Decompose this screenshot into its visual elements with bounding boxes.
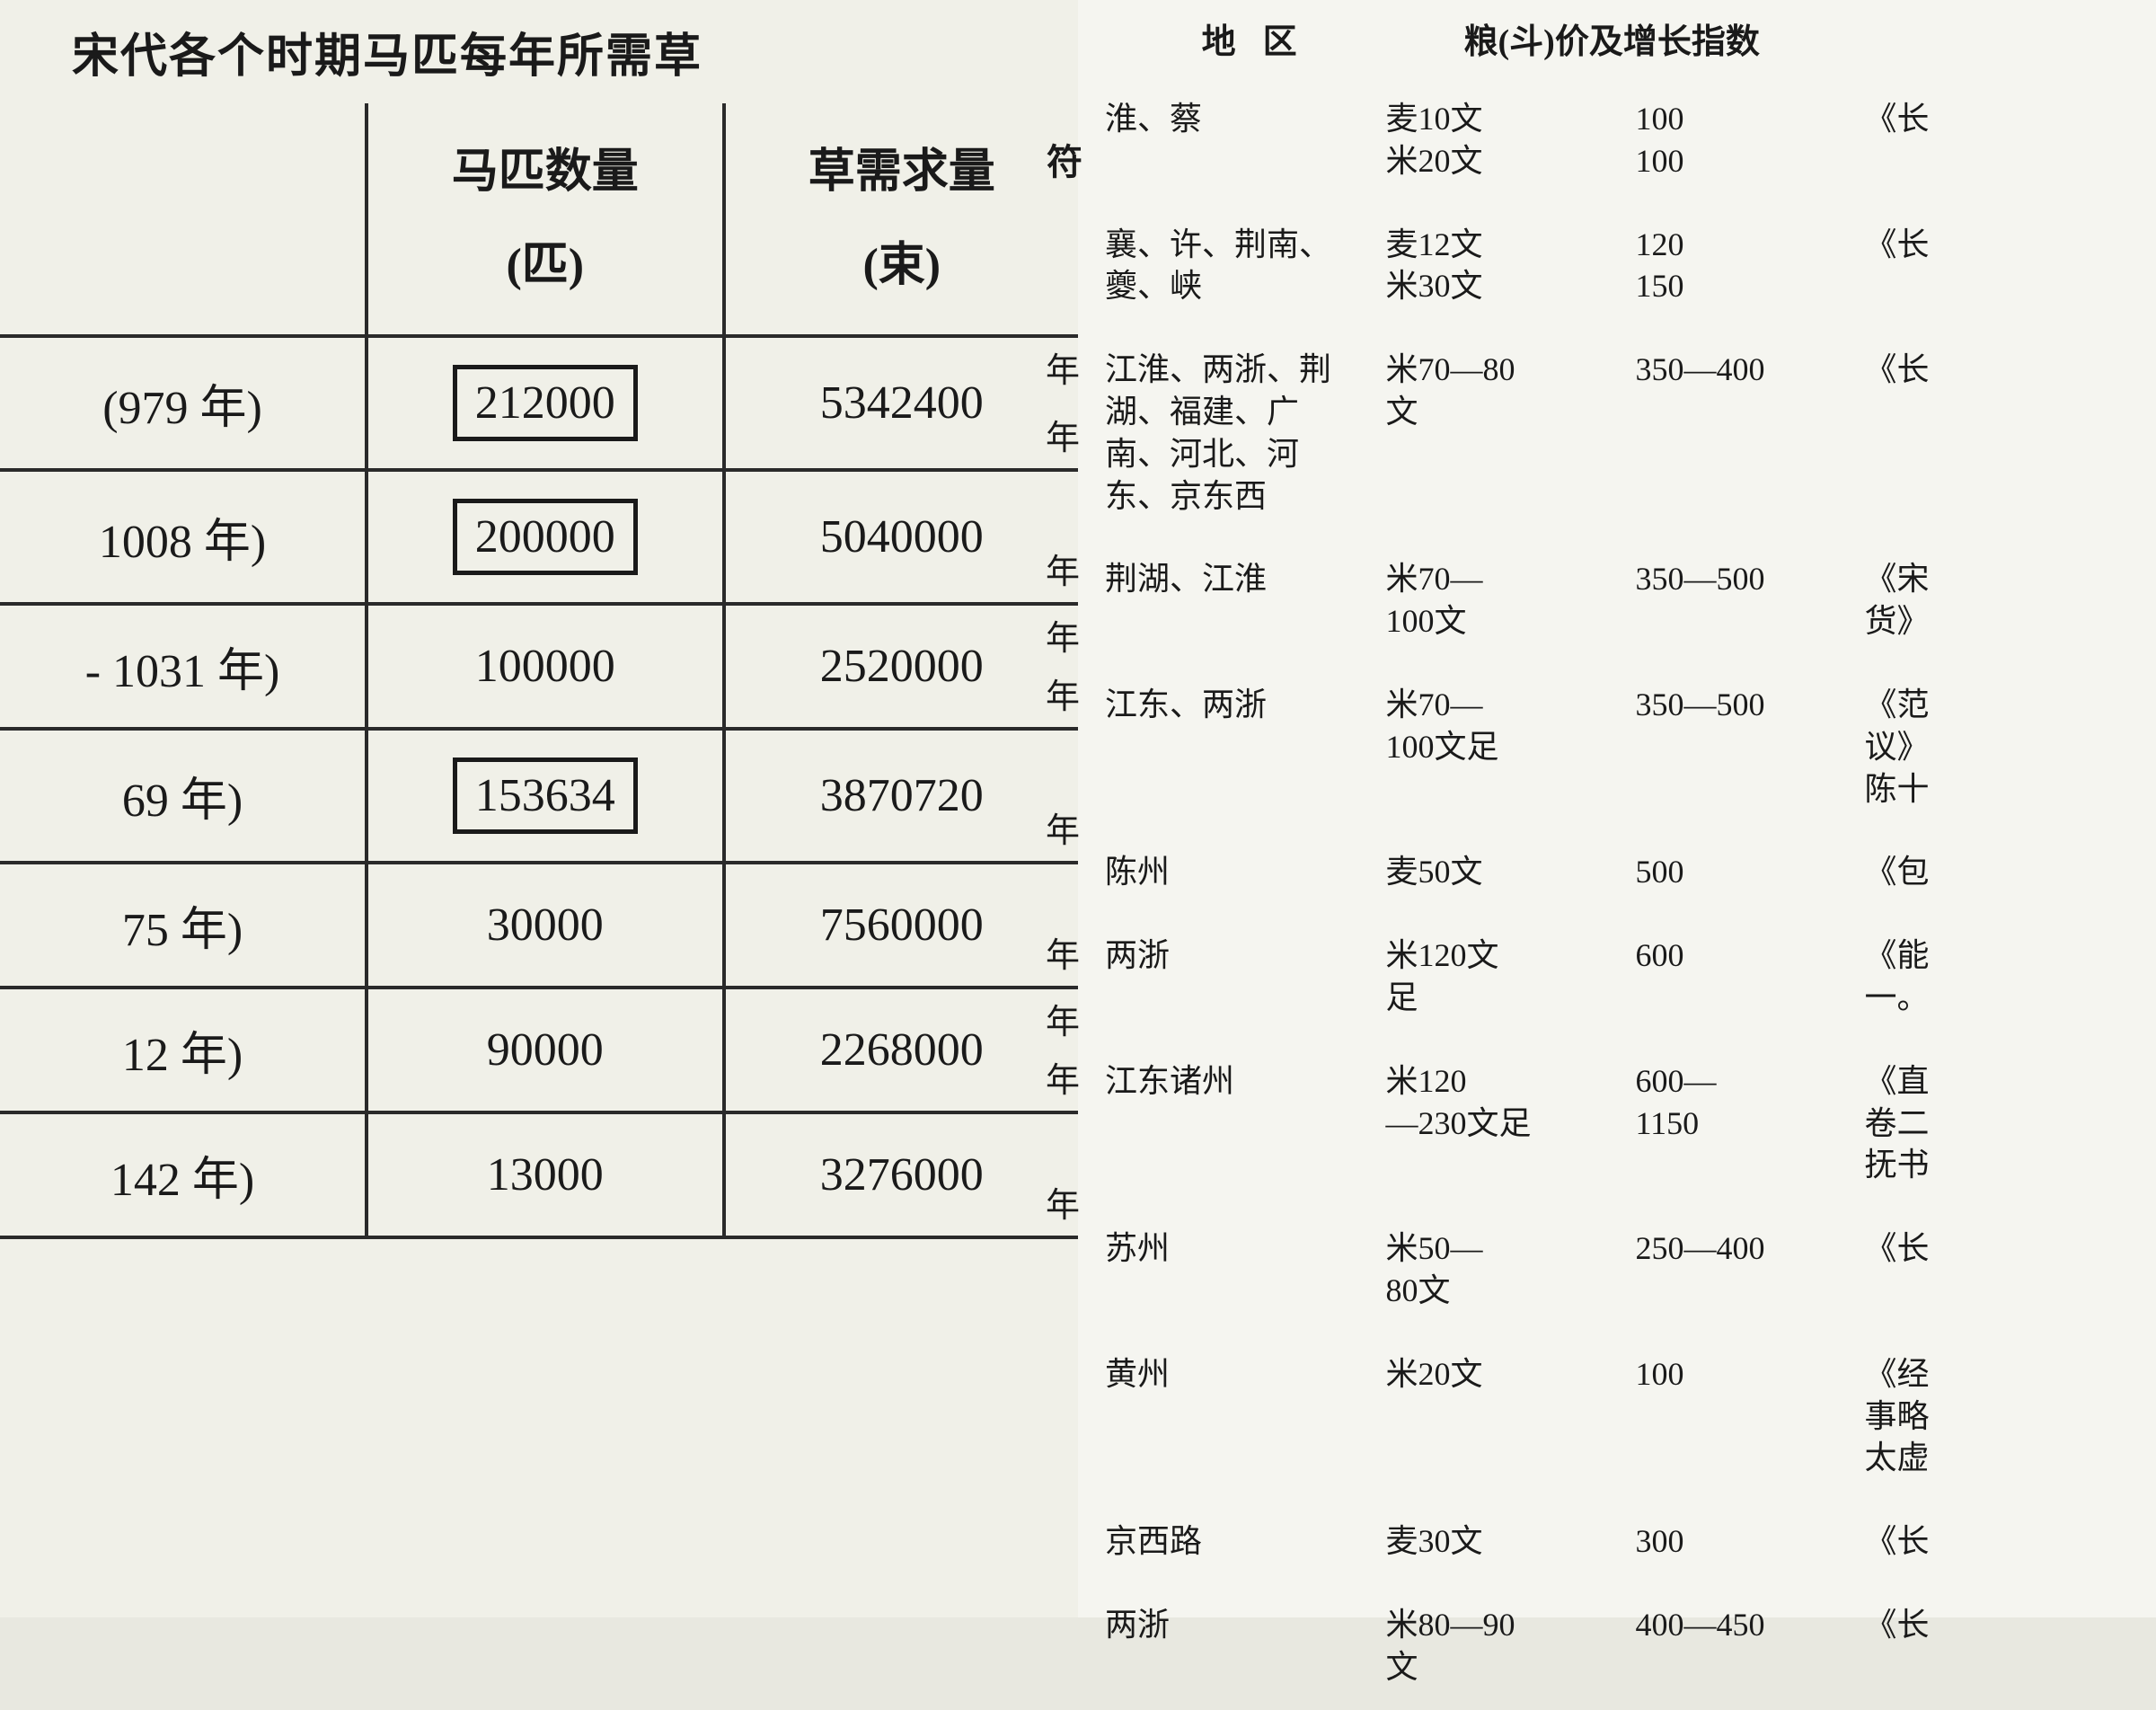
region-cell: 京西路 [1098,1501,1377,1582]
price-cell: 米70—100文 [1379,538,1627,662]
price-cell: 麦50文 [1379,831,1627,913]
year-cell: 75 年) [0,863,367,988]
grass-cell: 3276000年 [724,1112,1078,1237]
table-row: 荆湖、江淮米70—100文350—500《宋货》 [1098,538,2136,662]
right-table-panel: 地区 粮(斗)价及增长指数 淮、蔡麦10文米20文100100《长襄、许、荆南、… [1078,0,2156,1617]
index-cell: 300 [1629,1501,1856,1582]
horses-cell: 90000 [367,988,724,1112]
header-grass: 草需求量符 (束) [724,103,1078,336]
index-cell: 100 [1629,1333,1856,1499]
horses-cell: 30000 [367,863,724,988]
left-table-title: 宋代各个时期马匹每年所需草 [0,0,1078,103]
index-cell: 350—400 [1629,329,1856,536]
price-table: 淮、蔡麦10文米20文100100《长襄、许、荆南、夔、峡麦12文米30文120… [1096,76,2138,1710]
price-cell: 米120文足 [1379,915,1627,1039]
table-row: 69 年)1536343870720年 [0,729,1078,863]
region-cell: 两浙 [1098,1584,1377,1708]
source-cell: 《长 [1858,78,2137,202]
region-cell: 两浙 [1098,915,1377,1039]
grass-cell: 5040000年 [724,470,1078,604]
region-cell: 江东、两浙 [1098,664,1377,829]
source-cell: 《能一。 [1858,915,2137,1039]
grass-cell: 7560000年 [724,863,1078,988]
header-horses: 马匹数量 (匹) [367,103,724,336]
year-cell: 69 年) [0,729,367,863]
table-row: 陈州麦50文500《包 [1098,831,2136,913]
price-cell: 米70—80文 [1379,329,1627,536]
table-row: 两浙米80—90文400—450《长 [1098,1584,2136,1708]
horses-cell: 200000 [367,470,724,604]
source-cell: 《范议》陈十 [1858,664,2137,829]
index-cell: 600—1150 [1629,1041,1856,1206]
price-cell: 米80—90文 [1379,1584,1627,1708]
table-row: 京西路麦30文300《长 [1098,1501,2136,1582]
table-row: 两浙米120文足600《能一。 [1098,915,2136,1039]
source-cell: 《长 [1858,1208,2137,1332]
region-cell: 淮、蔡 [1098,78,1377,202]
region-cell: 江东诸州 [1098,1041,1377,1206]
table-row: 黄州米20文100《经事略太虚 [1098,1333,2136,1499]
right-table-header: 地区 粮(斗)价及增长指数 [1096,0,2138,76]
table-row: - 1031 年)1000002520000年年 [0,604,1078,729]
horses-cell: 13000 [367,1112,724,1237]
year-cell: 12 年) [0,988,367,1112]
source-cell: 《经事略太虚 [1858,1333,2137,1499]
grass-cell: 2268000年年 [724,988,1078,1112]
horse-table: 马匹数量 (匹) 草需求量符 (束) (979 年)2120005342400年… [0,103,1078,1239]
table-row: 1008 年)2000005040000年 [0,470,1078,604]
region-cell: 陈州 [1098,831,1377,913]
region-cell: 黄州 [1098,1333,1377,1499]
left-table-panel: 宋代各个时期马匹每年所需草 马匹数量 (匹) 草需求量符 (束) (979 年)… [0,0,1078,1617]
horses-cell: 212000 [367,336,724,470]
source-cell: 《长 [1858,204,2137,328]
year-cell: (979 年) [0,336,367,470]
table-row: 江东诸州米120—230文足600—1150《直卷二抚书 [1098,1041,2136,1206]
year-cell: 1008 年) [0,470,367,604]
price-cell: 麦30文 [1379,1501,1627,1582]
grass-cell: 2520000年年 [724,604,1078,729]
grass-cell: 3870720年 [724,729,1078,863]
region-cell: 襄、许、荆南、夔、峡 [1098,204,1377,328]
source-cell: 《长 [1858,1584,2137,1708]
table-row: 12 年)900002268000年年 [0,988,1078,1112]
source-cell: 《长 [1858,1501,2137,1582]
price-cell: 麦12文米30文 [1379,204,1627,328]
price-cell: 米20文 [1379,1333,1627,1499]
header-year [0,103,367,336]
index-cell: 100100 [1629,78,1856,202]
table-row: 142 年)130003276000年 [0,1112,1078,1237]
index-cell: 600 [1629,915,1856,1039]
price-cell: 米120—230文足 [1379,1041,1627,1206]
table-row: 淮、蔡麦10文米20文100100《长 [1098,78,2136,202]
table-row: (979 年)2120005342400年年 [0,336,1078,470]
index-cell: 120150 [1629,204,1856,328]
region-cell: 江淮、两浙、荆湖、福建、广南、河北、河东、京东西 [1098,329,1377,536]
year-cell: - 1031 年) [0,604,367,729]
source-cell: 《包 [1858,831,2137,913]
region-cell: 荆湖、江淮 [1098,538,1377,662]
source-cell: 《宋货》 [1858,538,2137,662]
year-cell: 142 年) [0,1112,367,1237]
price-cell: 米70—100文足 [1379,664,1627,829]
table-row: 苏州米50—80文250—400《长 [1098,1208,2136,1332]
index-cell: 350—500 [1629,538,1856,662]
horses-cell: 153634 [367,729,724,863]
index-cell: 350—500 [1629,664,1856,829]
horses-cell: 100000 [367,604,724,729]
source-cell: 《长 [1858,329,2137,536]
table-row: 江东、两浙米70—100文足350—500《范议》陈十 [1098,664,2136,829]
price-cell: 米50—80文 [1379,1208,1627,1332]
table-row: 江淮、两浙、荆湖、福建、广南、河北、河东、京东西米70—80文350—400《长 [1098,329,2136,536]
price-cell: 麦10文米20文 [1379,78,1627,202]
source-cell: 《直卷二抚书 [1858,1041,2137,1206]
table-row: 75 年)300007560000年 [0,863,1078,988]
index-cell: 400—450 [1629,1584,1856,1708]
index-cell: 500 [1629,831,1856,913]
table-row: 襄、许、荆南、夔、峡麦12文米30文120150《长 [1098,204,2136,328]
index-cell: 250—400 [1629,1208,1856,1332]
region-cell: 苏州 [1098,1208,1377,1332]
grass-cell: 5342400年年 [724,336,1078,470]
